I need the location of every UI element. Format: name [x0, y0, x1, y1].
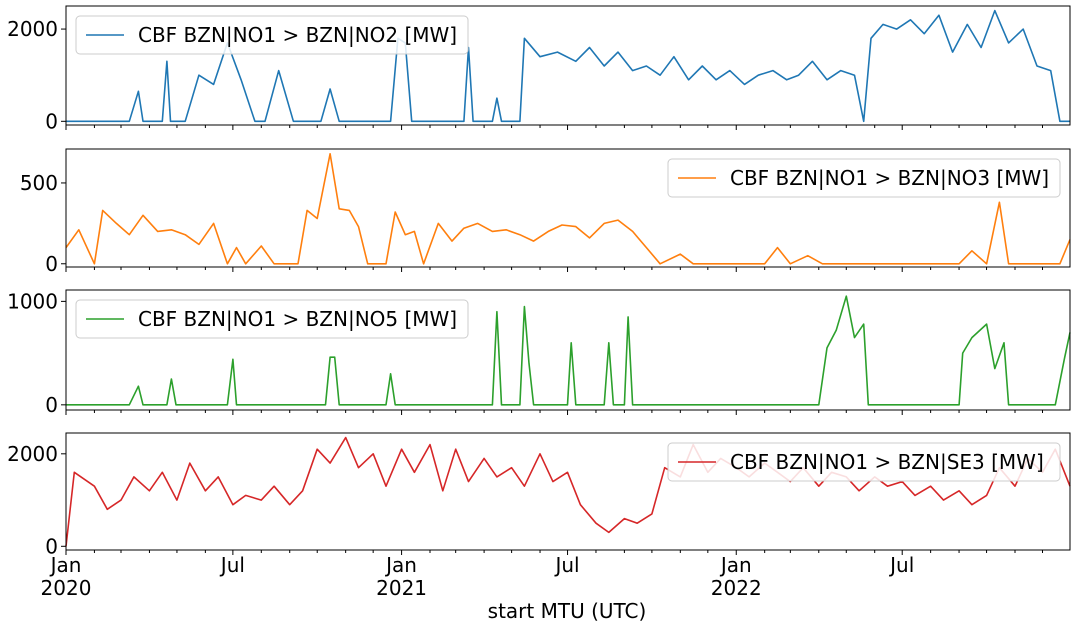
y-tick-label: 0	[45, 534, 58, 558]
x-tick-label: Jul	[888, 553, 914, 577]
legend-label: CBF BZN|NO1 > BZN|NO2 [MW]	[138, 23, 457, 47]
y-tick-label: 2000	[7, 442, 58, 466]
x-tick-label: Jan	[719, 553, 752, 577]
legend-box	[75, 15, 469, 55]
x-tick-label: Jan	[384, 553, 417, 577]
legend-label: CBF BZN|NO1 > BZN|SE3 [MW]	[730, 450, 1044, 474]
panel-1: 0 2000 CBF BZN|NO1 > BZN|NO2 [MW]	[7, 5, 1071, 133]
series-line-3	[66, 295, 1071, 406]
series-line-2	[65, 153, 1071, 265]
legend-label: CBF BZN|NO1 > BZN|NO5 [MW]	[138, 307, 457, 331]
x-tick-label: Jul	[219, 553, 245, 577]
series-line-1	[66, 9, 1070, 123]
x-tick-year-label: 2020	[41, 576, 92, 600]
legend-box	[667, 158, 1061, 198]
y-tick-label: 0	[45, 109, 58, 133]
y-tick-label: 500	[20, 171, 58, 195]
x-tick-year-label: 2022	[711, 576, 762, 600]
panels-group: 0 2000 CBF BZN|NO1 > BZN|NO2 [MW] 0 500 CBF B…	[7, 5, 1071, 558]
x-tick-year-label: 2021	[376, 576, 427, 600]
panel-4: 0 2000 CBF BZN|NO1 > BZN|SE3 [MW]	[7, 432, 1071, 558]
y-tick-label: 0	[45, 252, 58, 276]
legend-box	[75, 299, 469, 339]
legend-label: CBF BZN|NO1 > BZN|NO3 [MW]	[730, 166, 1049, 190]
x-axis-label: start MTU (UTC)	[488, 599, 647, 623]
y-tick-label: 2000	[7, 17, 58, 41]
series-line-4	[65, 436, 1071, 547]
x-tick-label: Jan	[49, 553, 82, 577]
legend-box	[667, 442, 1061, 482]
y-tick-label: 1000	[7, 289, 58, 313]
x-tick-label: Jul	[553, 553, 579, 577]
panel-3: 0 1000 CBF BZN|NO1 > BZN|NO5 [MW]	[7, 289, 1071, 417]
y-tick-label: 0	[45, 393, 58, 417]
panel-2: 0 500 CBF BZN|NO1 > BZN|NO3 [MW]	[20, 148, 1071, 276]
